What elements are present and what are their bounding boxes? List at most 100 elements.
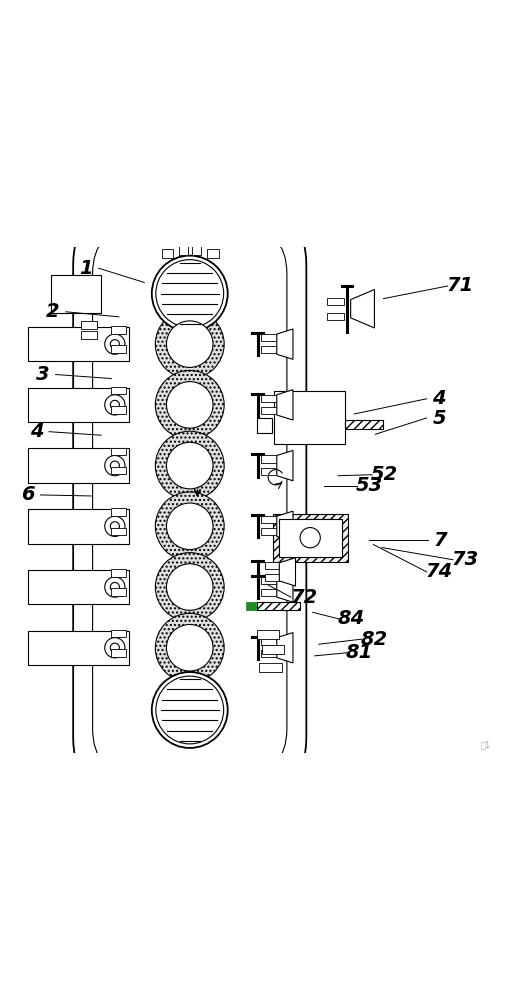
Polygon shape [279,558,295,586]
Text: 72: 72 [289,588,317,607]
Bar [260,650,278,657]
Circle shape [105,638,125,658]
Text: 7: 7 [433,531,446,550]
Text: 4: 4 [30,422,43,441]
Circle shape [156,260,223,327]
Polygon shape [350,290,374,328]
Circle shape [166,624,213,671]
Bar [260,334,278,341]
Text: 3: 3 [36,365,49,384]
Bar [111,630,126,637]
Circle shape [152,672,227,748]
Bar [256,418,271,433]
Circle shape [110,400,119,409]
Bar [327,313,343,320]
Text: 5: 5 [432,409,445,428]
Text: 84: 84 [337,609,365,628]
Bar [265,574,281,581]
Bar [111,467,126,474]
Polygon shape [276,633,292,663]
Bar [265,562,281,569]
Circle shape [152,256,227,332]
Circle shape [110,582,119,592]
Bar [111,326,126,334]
Bar [344,420,382,429]
Bar [111,508,126,516]
Circle shape [166,442,213,489]
Circle shape [155,370,224,439]
Text: 81: 81 [345,643,372,662]
FancyBboxPatch shape [73,209,306,794]
Text: 82: 82 [360,630,387,649]
Text: 图1: 图1 [480,740,490,749]
Polygon shape [276,390,292,420]
Bar [260,455,278,463]
Bar [260,468,278,475]
Bar [260,346,278,353]
Circle shape [155,613,224,682]
Bar [162,249,173,258]
Circle shape [105,577,125,597]
Bar [81,321,97,329]
Bar [278,519,341,557]
Bar [261,645,284,654]
Circle shape [105,395,125,415]
Bar [28,327,129,361]
Text: 2: 2 [46,302,60,321]
Bar [260,577,278,584]
Circle shape [155,492,224,561]
Circle shape [155,310,224,379]
Text: 53: 53 [355,476,382,495]
Polygon shape [276,511,292,541]
Bar [28,448,129,483]
Text: 52: 52 [370,465,397,484]
Bar [260,528,278,535]
Bar [256,630,279,639]
Bar [28,631,129,665]
Polygon shape [276,572,292,602]
Text: 73: 73 [451,550,478,569]
Circle shape [166,382,213,428]
Polygon shape [276,450,292,481]
Circle shape [105,455,125,476]
Circle shape [155,553,224,621]
Bar [274,391,344,444]
Circle shape [105,334,125,354]
Bar [111,406,126,414]
Bar [111,569,126,577]
Text: 71: 71 [446,276,473,295]
Circle shape [299,528,320,548]
Bar [81,331,97,339]
Bar [111,448,126,455]
Circle shape [156,676,223,744]
Text: 74: 74 [425,562,452,581]
Bar [28,570,129,604]
Bar [260,516,278,523]
Circle shape [110,340,119,349]
Bar [246,602,255,610]
Bar [111,528,126,535]
Circle shape [166,564,213,610]
Text: 1: 1 [79,259,92,278]
Bar [272,514,347,562]
Circle shape [110,522,119,531]
Circle shape [110,461,119,470]
Bar [111,588,126,596]
Circle shape [110,643,119,652]
Bar [50,275,101,313]
Circle shape [105,516,125,536]
Bar [260,395,278,402]
Polygon shape [276,329,292,359]
Bar [260,407,278,414]
Text: 6: 6 [21,485,34,504]
Bar [28,388,129,422]
Bar [178,242,187,255]
Bar [259,663,281,672]
Bar [192,242,201,255]
Bar [260,589,278,596]
Bar [260,638,278,645]
Bar [256,602,299,610]
Bar [327,298,343,305]
Circle shape [166,503,213,550]
Bar [111,649,126,657]
